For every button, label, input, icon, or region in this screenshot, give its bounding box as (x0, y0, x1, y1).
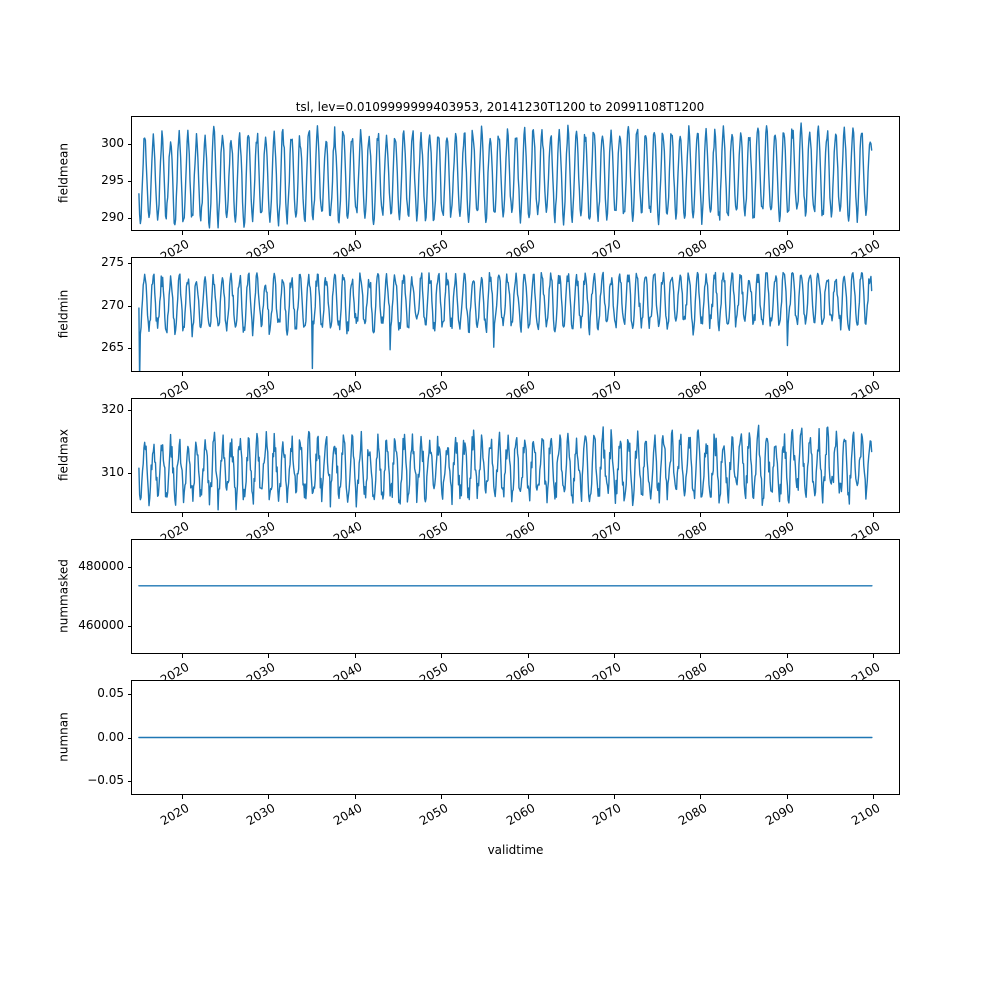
ytick-mark-fieldmin-0 (127, 348, 131, 349)
xtick-mark-fieldmax-7 (787, 513, 788, 517)
xtick-mark-fieldmin-5 (614, 372, 615, 376)
axes-fieldmin (131, 257, 900, 372)
ytick-mark-nummasked-1 (127, 567, 131, 568)
xtick-mark-numnan-4 (528, 795, 529, 799)
ytick-mark-numnan-0 (127, 781, 131, 782)
xtick-mark-numnan-7 (787, 795, 788, 799)
xtick-mark-fieldmin-7 (787, 372, 788, 376)
xtick-mark-fieldmean-7 (787, 231, 788, 235)
xlabel: validtime (487, 843, 544, 857)
figure-title: tsl, lev=0.0109999999403953, 20141230T12… (295, 100, 705, 114)
ytick-mark-fieldmin-2 (127, 263, 131, 264)
xtick-mark-fieldmean-6 (700, 231, 701, 235)
ylabel-fieldmax: fieldmax (56, 428, 70, 481)
xtick-mark-fieldmax-2 (355, 513, 356, 517)
xtick-mark-fieldmin-2 (355, 372, 356, 376)
xtick-mark-nummasked-0 (182, 654, 183, 658)
ytick-label-fieldmean-2: 300 (101, 135, 124, 150)
ytick-mark-fieldmean-1 (127, 181, 131, 182)
xtick-mark-fieldmin-8 (873, 372, 874, 376)
ytick-label-nummasked-0: 460000 (78, 618, 124, 633)
ytick-label-fieldmax-1: 320 (101, 402, 124, 417)
xtick-mark-fieldmax-0 (182, 513, 183, 517)
xtick-label-numnan-6: 2080 (676, 800, 710, 829)
xtick-mark-fieldmin-6 (700, 372, 701, 376)
ytick-mark-fieldmax-1 (127, 410, 131, 411)
ytick-mark-fieldmean-0 (127, 218, 131, 219)
ytick-label-fieldmean-1: 295 (101, 172, 124, 187)
xtick-mark-nummasked-8 (873, 654, 874, 658)
xtick-mark-fieldmean-5 (614, 231, 615, 235)
axes-numnan (131, 680, 900, 795)
xtick-label-numnan-5: 2070 (589, 800, 624, 829)
xtick-mark-fieldmean-8 (873, 231, 874, 235)
xtick-mark-numnan-5 (614, 795, 615, 799)
xtick-mark-numnan-6 (700, 795, 701, 799)
ytick-mark-numnan-2 (127, 694, 131, 695)
ytick-label-fieldmin-2: 275 (101, 255, 124, 270)
xtick-mark-nummasked-1 (268, 654, 269, 658)
xtick-mark-fieldmean-1 (268, 231, 269, 235)
ytick-mark-fieldmin-1 (127, 306, 131, 307)
ytick-label-fieldmin-1: 270 (101, 297, 124, 312)
xtick-mark-fieldmean-4 (528, 231, 529, 235)
xtick-mark-nummasked-6 (700, 654, 701, 658)
xtick-label-numnan-3: 2050 (417, 800, 451, 829)
xtick-mark-nummasked-3 (441, 654, 442, 658)
xtick-mark-numnan-0 (182, 795, 183, 799)
xtick-mark-numnan-8 (873, 795, 874, 799)
xtick-mark-fieldmax-4 (528, 513, 529, 517)
xtick-label-numnan-7: 2090 (762, 800, 797, 829)
xtick-mark-fieldmin-0 (182, 372, 183, 376)
xtick-mark-fieldmean-0 (182, 231, 183, 235)
xtick-mark-fieldmean-3 (441, 231, 442, 235)
axes-nummasked (131, 539, 900, 654)
ytick-label-numnan-2: 0.05 (97, 686, 124, 701)
ytick-mark-numnan-1 (127, 738, 131, 739)
ytick-mark-fieldmean-2 (127, 144, 131, 145)
xtick-mark-numnan-3 (441, 795, 442, 799)
xtick-label-numnan-2: 2040 (330, 800, 365, 829)
line-fieldmin (138, 271, 873, 371)
xtick-mark-numnan-1 (268, 795, 269, 799)
xtick-label-numnan-1: 2030 (244, 800, 278, 829)
xtick-mark-nummasked-4 (528, 654, 529, 658)
xtick-mark-nummasked-5 (614, 654, 615, 658)
xtick-mark-nummasked-7 (787, 654, 788, 658)
xtick-mark-fieldmean-2 (355, 231, 356, 235)
xtick-label-numnan-0: 2020 (158, 800, 192, 829)
xtick-mark-fieldmax-6 (700, 513, 701, 517)
ytick-label-numnan-1: 0.00 (97, 729, 124, 744)
xtick-mark-fieldmin-4 (528, 372, 529, 376)
line-fieldmax (138, 424, 873, 511)
xtick-mark-fieldmax-8 (873, 513, 874, 517)
ylabel-numnan: numnan (56, 711, 70, 762)
xtick-mark-fieldmax-1 (268, 513, 269, 517)
axes-fieldmean (131, 116, 900, 231)
xtick-label-numnan-4: 2060 (503, 800, 538, 829)
axes-fieldmax (131, 398, 900, 513)
line-fieldmean (138, 122, 873, 229)
xtick-label-numnan-8: 2100 (849, 800, 883, 829)
ytick-label-numnan-0: −0.05 (87, 772, 124, 787)
ytick-label-fieldmax-0: 310 (101, 465, 124, 480)
ytick-mark-fieldmax-0 (127, 473, 131, 474)
xtick-mark-fieldmax-3 (441, 513, 442, 517)
xtick-mark-nummasked-2 (355, 654, 356, 658)
xtick-mark-numnan-2 (355, 795, 356, 799)
xtick-mark-fieldmax-5 (614, 513, 615, 517)
xtick-mark-fieldmin-1 (268, 372, 269, 376)
xtick-mark-fieldmin-3 (441, 372, 442, 376)
ylabel-fieldmean: fieldmean (56, 142, 70, 203)
ytick-mark-nummasked-0 (127, 626, 131, 627)
ytick-label-fieldmin-0: 265 (101, 340, 124, 355)
ytick-label-nummasked-1: 480000 (78, 558, 124, 573)
ylabel-nummasked: nummasked (56, 558, 70, 633)
ytick-label-fieldmean-0: 290 (101, 210, 124, 225)
ylabel-fieldmin: fieldmin (56, 289, 70, 338)
